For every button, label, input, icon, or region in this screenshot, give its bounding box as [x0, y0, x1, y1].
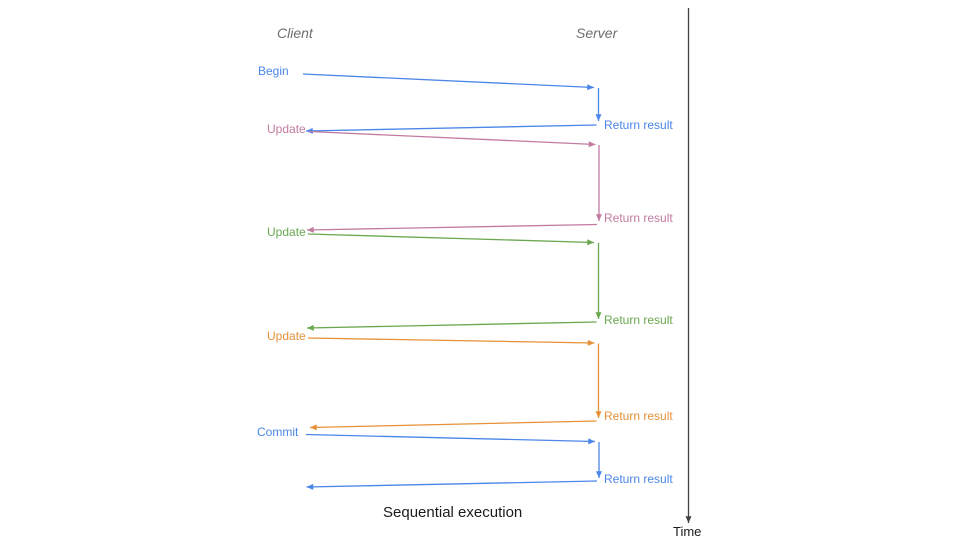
message-update-3-return-result-label: Return result [604, 409, 673, 423]
message-update-2-return-result-label: Return result [604, 313, 673, 327]
message-begin-0-return-arrow [305, 124, 597, 134]
server-column-header: Server [576, 25, 618, 41]
message-update-2-return-arrow [306, 321, 597, 331]
client-column-header: Client [277, 25, 313, 41]
message-update-1-label: Update [267, 122, 306, 136]
message-begin-0-label: Begin [258, 64, 289, 78]
message-commit-4-return-arrow [306, 480, 598, 490]
time-axis-label: Time [673, 524, 702, 539]
message-commit-4-label: Commit [257, 425, 299, 439]
message-update-3-label: Update [267, 329, 306, 343]
message-update-1-send-arrow [308, 130, 596, 148]
message-begin-0-send-arrow [302, 73, 595, 91]
message-commit-4-return-result-label: Return result [604, 472, 673, 486]
message-update-2-send-arrow [307, 233, 595, 246]
message-update-1-return-result-label: Return result [604, 211, 673, 225]
message-update-2-label: Update [267, 225, 306, 239]
message-update-3-send-arrow [307, 337, 595, 346]
diagram-title: Sequential execution [383, 504, 523, 521]
message-commit-4-send-arrow [305, 433, 596, 445]
message-update-1-return-arrow [306, 223, 598, 233]
message-update-3-return-arrow [309, 420, 597, 431]
message-begin-0-return-result-label: Return result [604, 118, 673, 132]
